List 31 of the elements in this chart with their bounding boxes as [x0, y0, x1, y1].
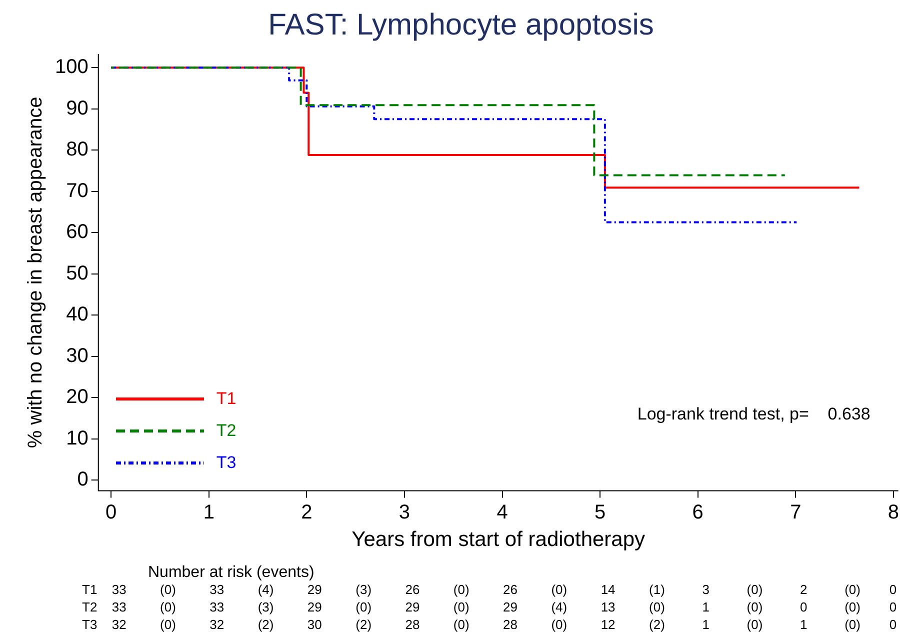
x-axis-title: Years from start of radiotherapy — [352, 528, 646, 552]
y-tick-label: 60 — [66, 221, 88, 244]
x-tick-label: 8 — [888, 501, 899, 524]
y-tick-label: 80 — [66, 138, 88, 161]
x-tick-label: 5 — [594, 501, 606, 524]
chart-title: FAST: Lymphocyte apoptosis — [268, 8, 654, 42]
annotation: Log-rank trend test, p= 0.638 — [637, 404, 870, 424]
text: T1 — [216, 388, 236, 410]
x-tick-label: 6 — [692, 501, 704, 524]
x-tick-label: 3 — [398, 501, 410, 524]
y-tick-label: 90 — [66, 97, 88, 120]
text: T1 33 (0) 33 (4) 29 (3) 26 (0) 26 (0) 14 (1) 3 (0) 2 (0) 0 — [82, 582, 897, 597]
y-tick-label: 100 — [54, 56, 88, 78]
x-tick-label: 4 — [496, 501, 508, 524]
x-tick-label: 7 — [790, 501, 802, 524]
text: T3 32 (0) 32 (2) 30 (2) 28 (0) 28 (0) 12 (2) 1 (0) 1 (0) 0 — [82, 616, 897, 632]
text: T3 — [216, 452, 236, 474]
x-tick-label: 0 — [106, 501, 117, 524]
y-axis-title: % with no change in breast appearance — [24, 96, 47, 448]
y-tick-label: 0 — [77, 468, 88, 491]
text: Number at risk (events) — [148, 564, 314, 582]
y-tick-label: 10 — [66, 427, 88, 450]
y-tick-label: 20 — [66, 386, 88, 408]
x-tick-label: 1 — [203, 501, 214, 524]
text: T2 — [216, 420, 236, 442]
y-tick-label: 30 — [66, 344, 88, 367]
y-tick-label: 40 — [66, 304, 88, 326]
y-tick-label: 70 — [66, 180, 88, 202]
text: T2 33 (0) 33 (3) 29 (0) 29 (0) 29 (4) 13 (0) 1 (0) 0 (0) 0 — [82, 599, 897, 614]
x-tick-label: 2 — [301, 501, 312, 524]
y-tick-label: 50 — [66, 262, 88, 284]
